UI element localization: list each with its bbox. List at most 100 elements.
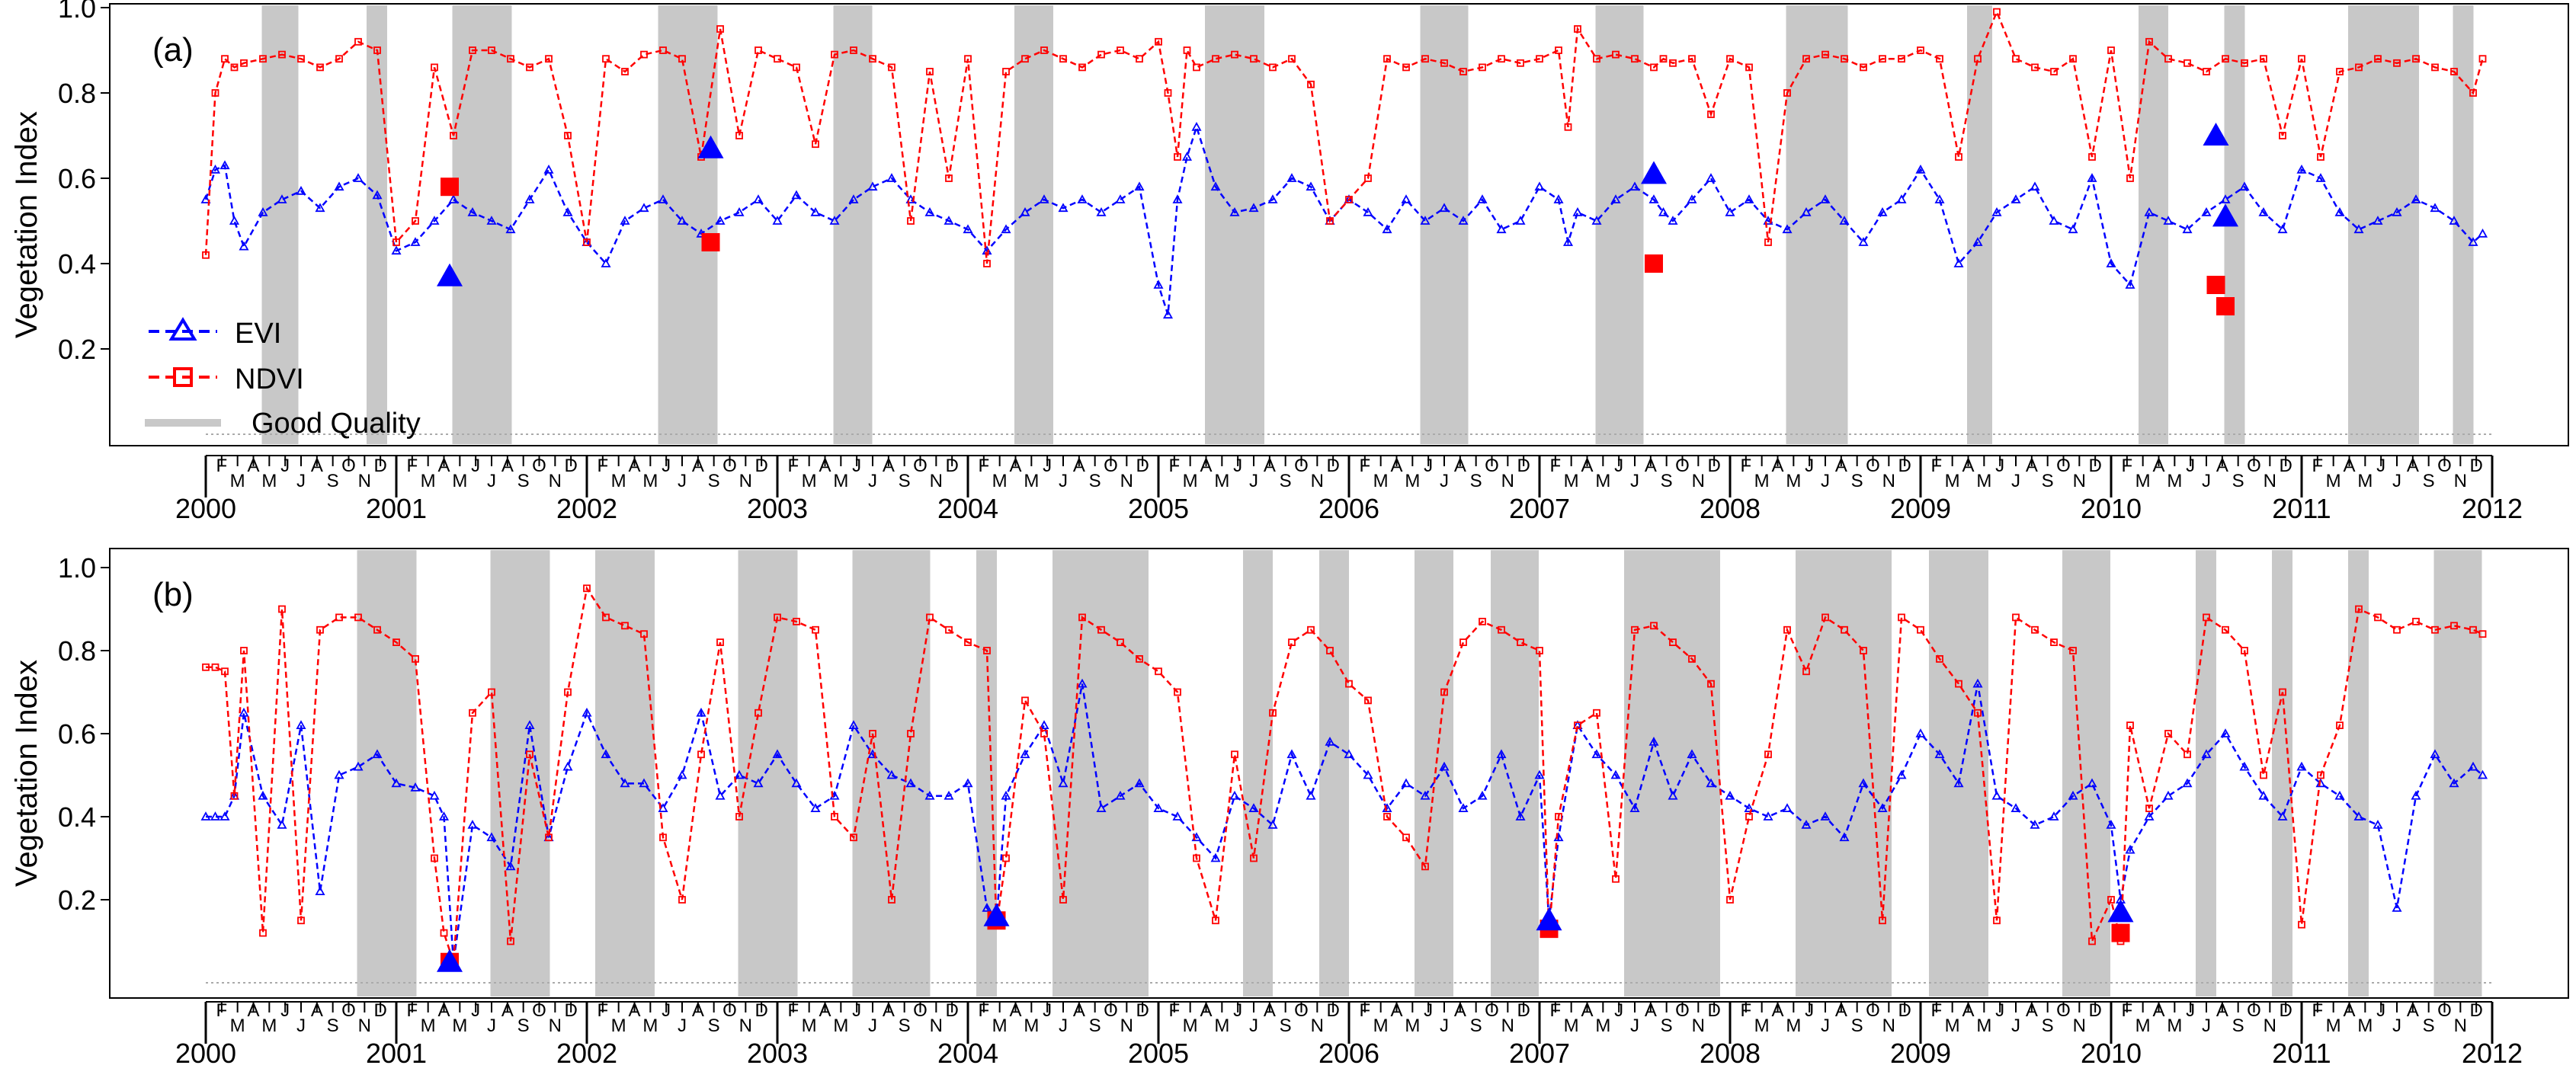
ndvi-point — [469, 709, 476, 717]
month-label: F — [1359, 456, 1370, 476]
month-label: D — [1517, 456, 1530, 476]
year-label: 2012 — [2462, 1038, 2523, 1069]
evi-point — [924, 206, 935, 216]
ndvi-point — [1574, 25, 1581, 33]
evi-point — [1306, 181, 1316, 191]
evi-point — [1020, 206, 1030, 216]
ndvi-point — [1040, 730, 1048, 737]
ndvi-point — [1136, 55, 1143, 63]
month-label: A — [501, 456, 514, 476]
ndvi-point — [1936, 55, 1943, 63]
month-label: D — [1136, 456, 1149, 476]
year-label: 2005 — [1128, 493, 1189, 524]
ndvi-point — [1841, 55, 1848, 63]
month-label: A — [2026, 456, 2038, 476]
year-label: 2004 — [937, 1038, 998, 1069]
evi-point — [524, 194, 535, 203]
ndvi-point — [1040, 46, 1048, 54]
month-label: F — [1740, 1000, 1751, 1021]
ndvi-point — [983, 260, 991, 267]
evi-point — [1801, 206, 1812, 216]
month-label: O — [532, 1000, 546, 1021]
month-label: J — [1821, 471, 1830, 491]
ndvi-point — [1564, 123, 1572, 131]
ndvi-point — [507, 55, 514, 63]
month-label: M — [1595, 1016, 1610, 1036]
month-label: D — [1707, 1000, 1720, 1021]
evi-point — [2373, 216, 2383, 225]
evi-point — [1820, 194, 1831, 203]
ndvi-point — [1974, 709, 1982, 717]
ndvi-point — [2222, 625, 2229, 634]
month-label: O — [722, 1000, 737, 1021]
ndvi-point — [774, 613, 781, 622]
y-tick-label: 0.8 — [58, 635, 96, 667]
good-quality-periods — [261, 5, 2474, 444]
evi-point — [505, 861, 516, 871]
evi-point — [1744, 803, 1754, 812]
ndvi-point — [1174, 688, 1181, 696]
ndvi-point — [1402, 833, 1410, 842]
month-label: F — [1549, 456, 1561, 476]
month-label: M — [1786, 1016, 1801, 1036]
ndvi-point — [2393, 625, 2401, 634]
ndvi-point — [793, 617, 800, 625]
ndvi-point — [621, 622, 629, 630]
ndvi-point — [1612, 875, 1620, 883]
month-label: M — [611, 471, 626, 491]
evi-point — [1286, 749, 1297, 759]
month-label: M — [1754, 1016, 1770, 1036]
month-label: J — [1440, 471, 1449, 491]
ndvi-point — [1783, 625, 1791, 634]
evi-point — [677, 216, 687, 225]
ndvi-point — [1574, 721, 1581, 729]
evi-point — [2277, 224, 2288, 234]
ndvi-point — [469, 46, 476, 54]
y-tick-label: 0.4 — [58, 248, 96, 280]
month-label: A — [1390, 456, 1402, 476]
month-label: M — [642, 1016, 658, 1036]
month-label: O — [1866, 456, 1880, 476]
month-label: M — [2135, 471, 2151, 491]
evi-point — [200, 811, 211, 820]
year-label: 2001 — [366, 493, 427, 524]
month-label: D — [945, 456, 958, 476]
evi-point — [1953, 258, 1964, 267]
year-label: 2002 — [556, 1038, 617, 1069]
evi-point — [1553, 194, 1564, 203]
evi-point — [2258, 206, 2269, 216]
year-label: 2008 — [1700, 493, 1761, 524]
ndvi-point — [1097, 625, 1105, 634]
month-label: A — [883, 1000, 895, 1021]
month-label: O — [2056, 1000, 2071, 1021]
month-label: N — [1120, 1016, 1133, 1036]
ndvi-point — [2126, 721, 2134, 729]
month-label: M — [833, 471, 848, 491]
ndvi-point — [1745, 813, 1753, 820]
ndvi-point — [335, 55, 343, 63]
month-label: J — [2011, 1016, 2020, 1036]
month-label: F — [978, 456, 989, 476]
month-label: M — [452, 471, 467, 491]
month-label: F — [1930, 456, 1942, 476]
year-label: 2009 — [1890, 493, 1951, 524]
evi-point — [639, 778, 649, 788]
evi-point — [1172, 194, 1183, 203]
ndvi-point — [2279, 132, 2286, 139]
evi-point — [1058, 778, 1069, 788]
ndvi-point — [1612, 50, 1620, 59]
ndvi-point — [221, 667, 229, 676]
ndvi-point — [1383, 813, 1391, 820]
ndvi-point — [1726, 896, 1734, 904]
ndvi-point — [602, 613, 610, 622]
ndvi-point — [202, 251, 210, 259]
month-label: N — [2454, 1016, 2467, 1036]
year-label: 2002 — [556, 493, 617, 524]
month-label: A — [1771, 456, 1783, 476]
month-label: J — [1059, 1016, 1068, 1036]
month-label: D — [1326, 1000, 1339, 1021]
ndvi-point — [431, 854, 438, 862]
evi-point — [810, 206, 821, 216]
ndvi-point — [2012, 613, 2020, 622]
evi-point — [2411, 790, 2421, 800]
